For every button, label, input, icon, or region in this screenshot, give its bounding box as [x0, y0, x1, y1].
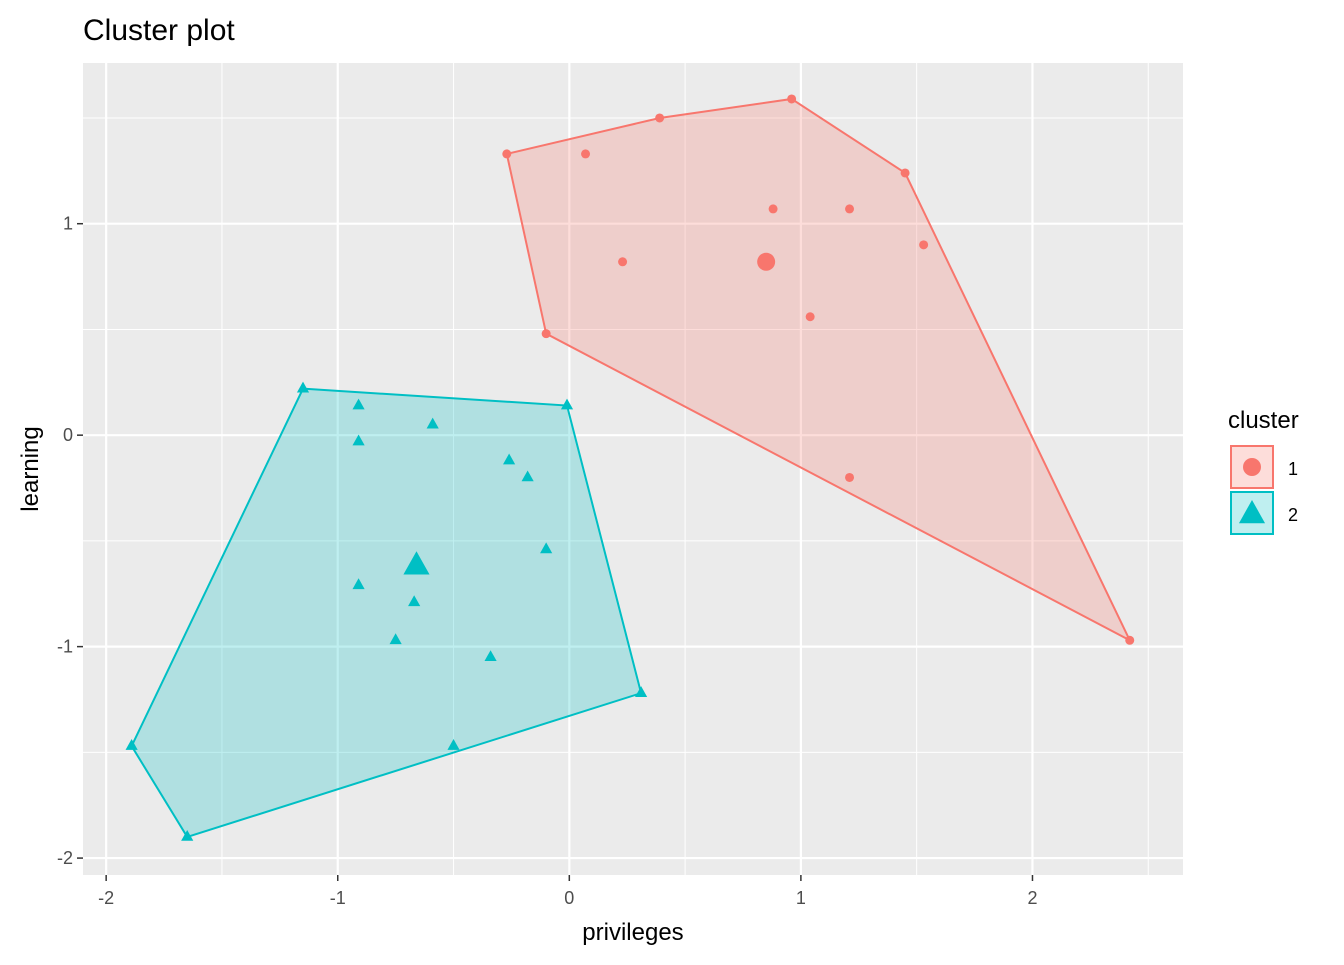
cluster-1-point [1125, 635, 1135, 645]
x-tick-label: -1 [330, 888, 346, 908]
cluster-1-point [655, 113, 665, 123]
cluster-1-point [618, 257, 628, 267]
cluster-1-point [845, 204, 855, 214]
cluster-1-point [845, 472, 855, 482]
legend: cluster 1 2 [1228, 407, 1299, 535]
cluster-1-center [757, 252, 776, 271]
y-tick-label: -2 [57, 848, 73, 868]
cluster-1-point [502, 149, 512, 159]
cluster-2-point [521, 470, 534, 482]
cluster-1-point [768, 204, 778, 214]
cluster-1-point [581, 149, 591, 159]
cluster-2-point [389, 633, 402, 645]
legend-key-2-marker [1238, 500, 1266, 524]
axis-ticks: -2 -1 0 1 2 -2 -1 0 1 [57, 214, 1037, 908]
cluster-2-point [484, 650, 497, 662]
cluster-2-point [408, 595, 421, 607]
x-tick-label: 1 [796, 888, 806, 908]
cluster-2-point [352, 434, 365, 446]
cluster-2-point [503, 453, 516, 465]
cluster-2-point [125, 739, 138, 750]
x-tick-label: 2 [1027, 888, 1037, 908]
y-tick-label: 0 [63, 425, 73, 445]
cluster-2-point [181, 829, 194, 841]
cluster-1-point [919, 240, 929, 250]
legend-label-2: 2 [1288, 505, 1298, 525]
cluster-1-point [541, 329, 551, 339]
cluster-2-point [296, 381, 310, 393]
cluster-2-point [447, 739, 460, 750]
cluster-1-point [787, 94, 797, 104]
chart-title: Cluster plot [83, 14, 235, 47]
cluster-2-point [560, 398, 574, 410]
y-axis-title: learning [17, 426, 44, 511]
cluster-1-point [900, 168, 910, 178]
legend-key-1-marker [1243, 458, 1261, 476]
cluster-2-point [635, 686, 648, 697]
x-tick-label: -2 [98, 888, 114, 908]
legend-label-1: 1 [1288, 459, 1298, 479]
cluster-2-point [426, 417, 439, 429]
cluster-1-point [805, 312, 815, 322]
grid-lines [83, 63, 1183, 875]
plot-panel [83, 63, 1183, 875]
x-tick-label: 0 [564, 888, 574, 908]
cluster-2-point [352, 398, 365, 410]
cluster-2-hull [130, 387, 643, 839]
y-tick-label: 1 [63, 214, 73, 234]
cluster-2-center [403, 551, 430, 575]
cluster-points [125, 94, 1135, 841]
cluster-2-point [540, 542, 553, 554]
legend-title: cluster [1228, 407, 1299, 434]
cluster-2-point [352, 578, 365, 590]
x-axis-title: privileges [582, 919, 683, 946]
y-tick-label: -1 [57, 637, 73, 657]
